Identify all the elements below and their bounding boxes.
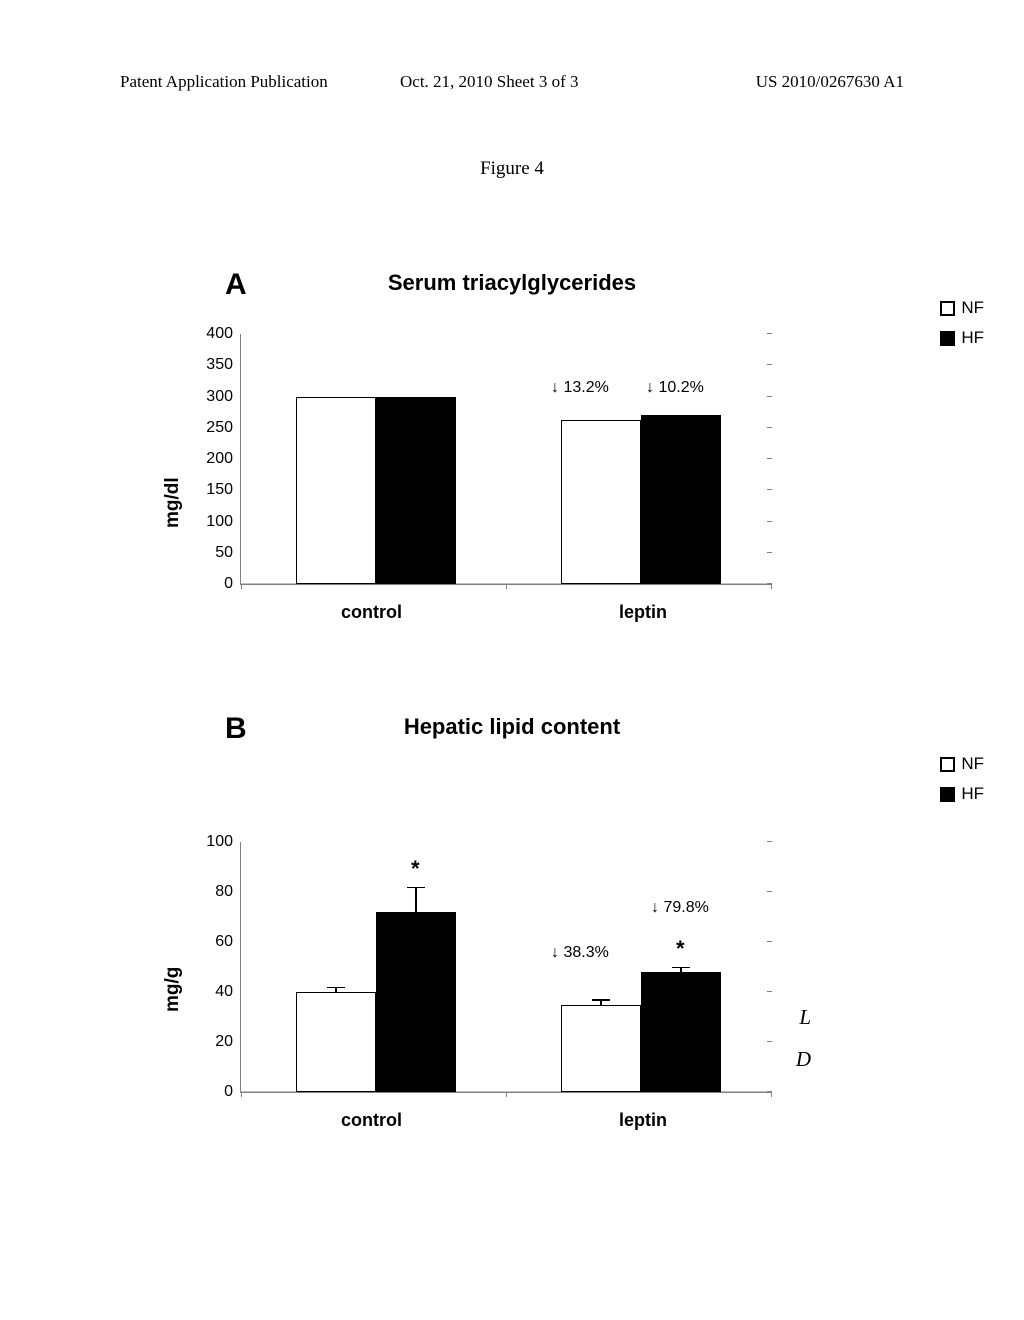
ytick-mark xyxy=(767,333,772,334)
ytick-mark xyxy=(767,941,772,942)
chart-b-plot: 0 20 40 60 80 100 * * ↓ 38.3% ↓ 79.8% L … xyxy=(240,842,771,1093)
legend-hf: HF xyxy=(940,784,984,804)
xtick xyxy=(771,1092,772,1097)
chart-a-ytick-50: 50 xyxy=(215,544,241,562)
ytick-mark xyxy=(767,427,772,428)
chart-a-title: Serum triacylglycerides xyxy=(120,270,904,296)
chart-a-ytick-150: 150 xyxy=(206,481,241,499)
chart-b-anno-leptin-nf: ↓ 38.3% xyxy=(551,944,609,962)
chart-b-ytick-100: 100 xyxy=(206,833,241,851)
chart-b-bar-control-nf xyxy=(296,992,376,1092)
chart-b-star-control-hf: * xyxy=(411,856,420,882)
chart-a-legend: NF HF xyxy=(940,298,984,348)
chart-b-xcat-control: control xyxy=(341,1092,402,1131)
chart-b-side-upper: L xyxy=(799,1005,811,1030)
legend-nf-label: NF xyxy=(961,298,984,317)
legend-nf: NF xyxy=(940,754,984,774)
legend-nf-swatch xyxy=(940,301,955,316)
chart-b-err-leptin-hf-cap xyxy=(672,967,690,969)
chart-b-bar-leptin-hf xyxy=(641,972,721,1092)
legend-hf-label: HF xyxy=(961,328,984,347)
chart-a-bar-leptin-hf xyxy=(641,415,721,584)
ytick-mark xyxy=(767,891,772,892)
ytick-mark xyxy=(767,1041,772,1042)
chart-b-err-control-hf-cap xyxy=(407,887,425,889)
ytick-mark xyxy=(767,396,772,397)
chart-b-bar-leptin-nf xyxy=(561,1005,641,1093)
chart-b-xcat-leptin: leptin xyxy=(619,1092,667,1131)
xtick xyxy=(506,1092,507,1097)
chart-a-plot: 0 50 100 150 200 250 300 350 400 ↓ 13.2%… xyxy=(240,334,771,585)
chart-b-wrap: B Hepatic lipid content NF HF mg/g 0 20 … xyxy=(120,712,904,1142)
ytick-mark xyxy=(767,458,772,459)
ytick-mark xyxy=(767,841,772,842)
chart-a-bar-control-nf xyxy=(296,397,376,585)
chart-a-ytick-200: 200 xyxy=(206,450,241,468)
chart-b-ytick-0: 0 xyxy=(224,1083,241,1101)
chart-b-err-control-hf-stem xyxy=(415,887,417,912)
legend-nf-swatch xyxy=(940,757,955,772)
chart-a-anno-leptin-hf: ↓ 10.2% xyxy=(646,379,704,397)
xtick xyxy=(506,584,507,589)
legend-nf-label: NF xyxy=(961,754,984,773)
chart-a-ytick-300: 300 xyxy=(206,388,241,406)
chart-a-ytick-0: 0 xyxy=(224,575,241,593)
chart-b-err-control-nf-cap xyxy=(327,987,345,989)
xtick xyxy=(771,584,772,589)
ytick-mark xyxy=(767,521,772,522)
legend-hf-swatch xyxy=(940,331,955,346)
legend-hf-swatch xyxy=(940,787,955,802)
chart-b-anno-leptin-hf: ↓ 79.8% xyxy=(651,899,709,917)
chart-b-err-leptin-nf-cap xyxy=(592,999,610,1001)
xtick xyxy=(241,584,242,589)
chart-a-bar-leptin-nf xyxy=(561,420,641,584)
chart-a-bar-control-hf xyxy=(376,397,456,585)
chart-b-ytick-40: 40 xyxy=(215,983,241,1001)
chart-a-xcat-control: control xyxy=(341,584,402,623)
chart-a-anno-leptin-nf: ↓ 13.2% xyxy=(551,379,609,397)
chart-b-bar-control-hf xyxy=(376,912,456,1092)
chart-b-ytick-80: 80 xyxy=(215,883,241,901)
figure-caption: Figure 4 xyxy=(0,158,1024,180)
ytick-mark xyxy=(767,489,772,490)
legend-hf-label: HF xyxy=(961,784,984,803)
ytick-mark xyxy=(767,552,772,553)
header-left: Patent Application Publication xyxy=(120,72,328,92)
chart-a-ytick-250: 250 xyxy=(206,419,241,437)
xtick xyxy=(241,1092,242,1097)
chart-b-ytick-60: 60 xyxy=(215,933,241,951)
chart-b-title: Hepatic lipid content xyxy=(120,714,904,740)
legend-hf: HF xyxy=(940,328,984,348)
chart-a-ylabel: mg/dl xyxy=(162,477,184,528)
chart-b-ylabel: mg/g xyxy=(162,967,184,1012)
chart-b-ytick-20: 20 xyxy=(215,1033,241,1051)
chart-a-ytick-350: 350 xyxy=(206,356,241,374)
chart-a-wrap: A Serum triacylglycerides NF HF mg/dl 0 … xyxy=(120,268,904,638)
ytick-mark xyxy=(767,364,772,365)
chart-a-ytick-100: 100 xyxy=(206,513,241,531)
chart-b-star-leptin-hf: * xyxy=(676,936,685,962)
chart-a-ytick-400: 400 xyxy=(206,325,241,343)
legend-nf: NF xyxy=(940,298,984,318)
header-right: US 2010/0267630 A1 xyxy=(756,72,904,92)
chart-b-side-lower: D xyxy=(796,1047,811,1072)
chart-b-legend: NF HF xyxy=(940,754,984,804)
header-mid: Oct. 21, 2010 Sheet 3 of 3 xyxy=(400,72,578,92)
chart-a-xcat-leptin: leptin xyxy=(619,584,667,623)
ytick-mark xyxy=(767,991,772,992)
